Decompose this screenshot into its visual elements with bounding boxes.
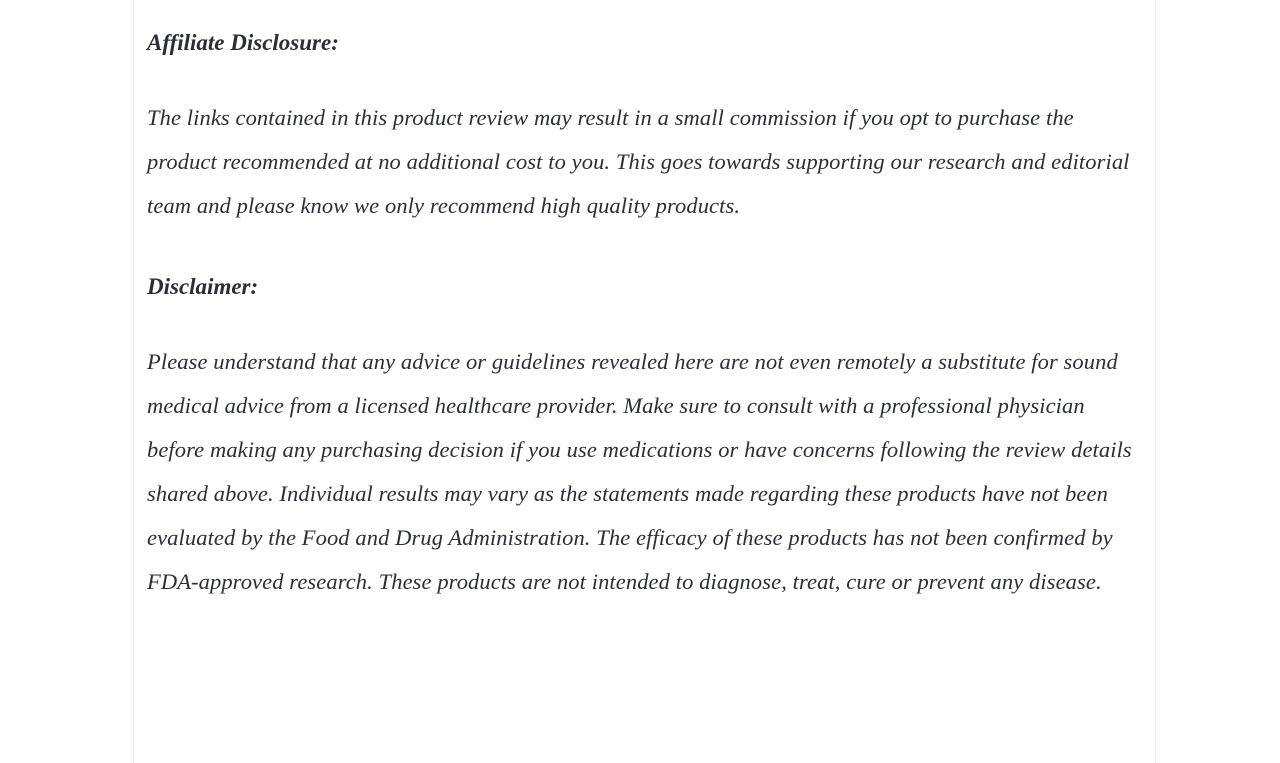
affiliate-disclosure-heading: Affiliate Disclosure:: [147, 30, 339, 55]
article-content-column: Affiliate Disclosure: The links containe…: [133, 0, 1156, 763]
article-body: Affiliate Disclosure: The links containe…: [147, 28, 1135, 604]
top-spacer: [147, 0, 1135, 28]
spacer: [147, 302, 1135, 340]
spacer: [147, 228, 1135, 272]
spacer: [147, 58, 1135, 96]
disclaimer-heading: Disclaimer:: [147, 274, 259, 299]
disclaimer-paragraph: Please understand that any advice or gui…: [147, 349, 1132, 594]
affiliate-disclosure-paragraph: The links contained in this product revi…: [147, 105, 1130, 218]
